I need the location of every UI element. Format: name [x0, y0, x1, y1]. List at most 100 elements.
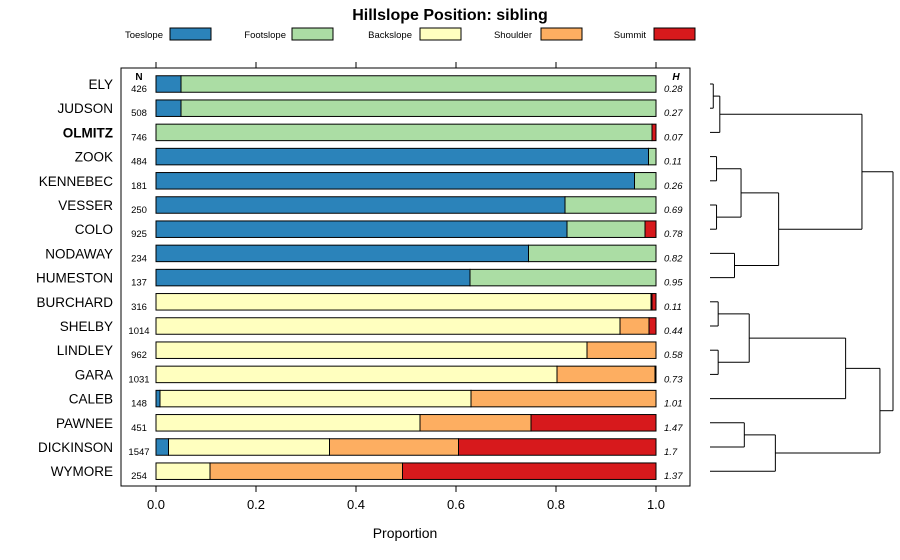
h-value: 0.69 [664, 205, 683, 216]
bar-segment-backslope [155, 365, 558, 384]
bar-segment-summit [530, 414, 657, 432]
n-value: 137 [131, 278, 147, 289]
legend-label-backslope: Backslope [368, 30, 412, 41]
bar-segment-footslope [648, 147, 657, 166]
legend-label-summit: Summit [614, 30, 647, 41]
bar-segment-backslope [168, 438, 330, 456]
h-value: 0.58 [664, 350, 683, 361]
n-value: 250 [131, 205, 147, 216]
bar-segment-backslope [155, 293, 652, 311]
bar-segment-toeslope [155, 220, 568, 238]
n-value: 962 [131, 350, 147, 361]
h-value: 0.11 [664, 302, 682, 313]
h-value: 1.7 [664, 447, 678, 458]
h-value: 0.78 [664, 229, 683, 240]
bar-segment-toeslope [155, 268, 471, 287]
n-value: 316 [131, 302, 147, 313]
bar-segment-footslope [634, 172, 657, 190]
row-label-judson: JUDSON [57, 101, 113, 116]
h-value: 1.01 [664, 399, 683, 410]
row-label-kennebec: KENNEBEC [39, 174, 114, 189]
row-label-nodaway: NODAWAY [45, 246, 113, 261]
row-label-zook: ZOOK [75, 150, 113, 165]
row-label-humeston: HUMESTON [36, 271, 113, 286]
bar-segment-shoulder [470, 389, 657, 408]
row-label-ely: ELY [88, 77, 113, 92]
bar-segment-shoulder [329, 438, 459, 456]
n-value: 508 [131, 108, 147, 119]
n-value: 234 [131, 253, 147, 264]
x-tick-label: 0.0 [147, 497, 165, 512]
n-value: 148 [131, 399, 147, 410]
legend-swatch-toeslope [169, 27, 212, 41]
h-value: 0.73 [664, 374, 683, 385]
h-value: 0.28 [664, 84, 683, 95]
h-value: 0.95 [664, 278, 683, 289]
bar-segment-shoulder [419, 414, 532, 432]
h-value: 1.47 [664, 423, 683, 434]
bar-segment-toeslope [155, 147, 649, 166]
row-label-dickinson: DICKINSON [38, 440, 113, 455]
h-value: 0.07 [664, 132, 683, 143]
h-column-header: H [672, 72, 680, 83]
h-value: 1.37 [664, 471, 683, 482]
h-value: 0.82 [664, 253, 683, 264]
n-value: 181 [131, 181, 147, 192]
bar-segment-toeslope [155, 389, 161, 408]
bar-segment-summit [648, 317, 657, 335]
bar-segment-shoulder [586, 341, 657, 359]
bar-segment-footslope [528, 244, 657, 263]
bar-segment-shoulder [556, 365, 656, 384]
legend-swatch-backslope [419, 27, 462, 41]
legend-label-footslope: Footslope [244, 30, 286, 41]
h-value: 0.27 [664, 108, 683, 119]
n-value: 426 [131, 84, 147, 95]
x-tick-label: 0.2 [247, 497, 265, 512]
n-value: 254 [131, 471, 147, 482]
bar-segment-summit [402, 462, 657, 480]
x-axis-label: Proportion [373, 525, 438, 541]
x-tick-label: 0.6 [447, 497, 465, 512]
h-value: 0.44 [664, 326, 683, 337]
bar-segment-summit [654, 365, 657, 384]
bar-segment-toeslope [155, 196, 566, 214]
dendrogram [710, 83, 894, 472]
n-value: 746 [131, 132, 147, 143]
legend: Toeslope Footslope Backslope Shoulder Summit [125, 27, 696, 41]
legend-label-toeslope: Toeslope [125, 30, 163, 41]
bar-segment-footslope [469, 268, 657, 287]
bar-segment-footslope [566, 220, 646, 238]
bar-segment-backslope [155, 462, 211, 480]
n-column-header: N [135, 72, 142, 83]
bar-segment-toeslope [155, 438, 169, 456]
bar-segment-footslope [155, 123, 653, 142]
n-value: 925 [131, 229, 147, 240]
row-label-lindley: LINDLEY [57, 343, 113, 358]
x-tick-label: 0.4 [347, 497, 365, 512]
bar-segment-backslope [155, 414, 421, 432]
bar-segment-toeslope [155, 244, 529, 263]
bar-segment-backslope [155, 317, 621, 335]
legend-swatch-footslope [291, 27, 334, 41]
bar-segment-toeslope [155, 99, 182, 117]
plot-frame [120, 67, 691, 487]
bar-segment-footslope [564, 196, 657, 214]
row-label-burchard: BURCHARD [36, 295, 113, 310]
row-label-caleb: CALEB [69, 392, 113, 407]
row-label-gara: GARA [75, 367, 113, 382]
legend-swatch-shoulder [540, 27, 583, 41]
row-label-olmitz: OLMITZ [63, 125, 113, 140]
n-value: 484 [131, 157, 147, 168]
bar-segment-shoulder [619, 317, 650, 335]
bar-segment-summit [458, 438, 657, 456]
bar-segment-shoulder [209, 462, 403, 480]
legend-swatch-summit [653, 27, 696, 41]
x-tick-label: 1.0 [647, 497, 665, 512]
legend-label-shoulder: Shoulder [494, 30, 532, 41]
bar-segment-backslope [155, 341, 588, 359]
h-value: 0.11 [664, 157, 682, 168]
rows: ELY 426 0.28 JUDSON 508 0.27 OLMITZ 746 0.07 ZOOK… [36, 75, 683, 482]
n-value: 1014 [128, 326, 149, 337]
x-axis: 0.0 0.2 0.4 0.6 0.8 1.0 [147, 62, 665, 512]
n-value: 1547 [128, 447, 149, 458]
